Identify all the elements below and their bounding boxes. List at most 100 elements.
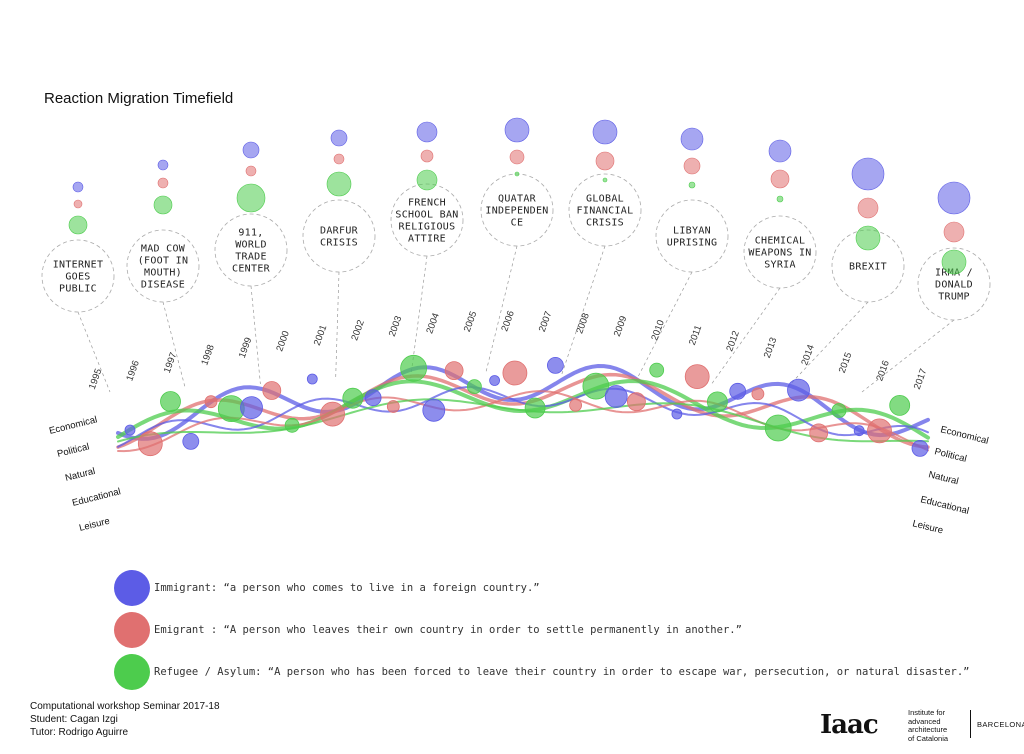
immigrant-node (124, 424, 136, 436)
year-label: 2003 (387, 315, 405, 339)
year-label: 2011 (687, 324, 704, 347)
immigrant-node (489, 375, 501, 386)
refugee-dot (941, 249, 967, 275)
immigrant-node (422, 398, 446, 422)
year-label: 1999 (237, 336, 255, 360)
immigrant-dot (157, 159, 169, 171)
immigrant-dot (504, 117, 530, 143)
emigrant-node (627, 392, 646, 412)
year-label: 2007 (537, 310, 555, 334)
emigrant-dot (509, 149, 525, 165)
event-label: FRENCH (408, 198, 446, 209)
event-label: GLOBAL (586, 194, 624, 205)
event-label: (FOOT IN (138, 256, 189, 267)
year-label: 2005 (462, 310, 480, 334)
immigrant-node (911, 439, 929, 457)
event-connector (711, 287, 781, 385)
event-connector (162, 301, 186, 389)
event-label: INTERNET (53, 260, 104, 271)
immigrant-swatch (114, 570, 150, 606)
emigrant-node (444, 361, 464, 381)
emigrant-node (684, 364, 710, 390)
emigrant-node (809, 423, 829, 443)
event-label: TRADE (235, 252, 267, 263)
refugee-node (831, 403, 847, 418)
event-label: CRISIS (320, 238, 358, 249)
category-label-right: Leisure (911, 518, 944, 536)
logo-institute: Institute for advanced architecture of C… (908, 708, 948, 743)
refugee-node (649, 362, 665, 378)
immigrant-node (182, 432, 200, 450)
logo-separator (970, 710, 971, 738)
emigrant-node (867, 418, 892, 444)
refugee-dot (236, 183, 266, 213)
refugee-node (160, 391, 181, 412)
immigrant-dot (768, 139, 792, 163)
refugee-dot (416, 169, 438, 191)
emigrant-node (262, 381, 282, 400)
immigrant-node (604, 385, 628, 408)
emigrant-node (386, 400, 400, 413)
refugee-dot (688, 181, 696, 189)
event-connector (250, 285, 261, 385)
immigrant-node (729, 382, 747, 400)
event-label: BREXIT (849, 262, 887, 273)
legend-refugee-text: Refugee / Asylum: “A person who has been… (154, 666, 970, 678)
event-connector (77, 311, 111, 393)
refugee-dot (514, 171, 520, 177)
year-label: 2002 (349, 319, 367, 343)
immigrant-node (364, 389, 382, 407)
emigrant-dot (770, 169, 790, 189)
emigrant-dot (157, 177, 169, 189)
refugee-dot (776, 195, 784, 203)
category-label-left: Political (56, 441, 90, 460)
event-label: 911, (238, 228, 263, 239)
refugee-node (466, 379, 482, 395)
emigrant-node (569, 398, 582, 412)
year-label: 1998 (199, 343, 217, 367)
event-label: RELIGIOUS (399, 222, 456, 233)
refugee-node (707, 391, 728, 413)
refugee-node (524, 397, 546, 419)
immigrant-dot (680, 127, 704, 151)
page-title: Reaction Migration Timefield (44, 90, 234, 107)
emigrant-swatch (114, 612, 150, 648)
logo-institute-line: advanced (908, 716, 941, 726)
refugee-dot (153, 195, 173, 215)
event-label: SCHOOL BAN (395, 210, 458, 221)
event-outline (917, 247, 991, 321)
category-label-right: Educational (919, 494, 970, 517)
refugee-node (764, 414, 792, 442)
emigrant-dot (245, 165, 257, 177)
footer-tutor: Tutor: Rodrigo Aguirre (30, 727, 129, 738)
immigrant-dot (330, 129, 348, 147)
event-label: CE (511, 218, 524, 229)
logo-institute-line: Institute for (908, 708, 946, 717)
emigrant-dot (857, 197, 879, 219)
event-connector (410, 255, 428, 377)
immigrant-node (787, 378, 810, 402)
refugee-dot (855, 225, 881, 251)
immigrant-dot (242, 141, 260, 159)
year-label: 2012 (724, 329, 742, 353)
event-label: FINANCIAL (577, 206, 634, 217)
immigrant-node (306, 373, 318, 385)
year-label: 2015 (837, 351, 855, 375)
year-label: 1997 (162, 351, 180, 375)
category-label-left: Economical (48, 414, 98, 437)
event-label: TRUMP (938, 292, 970, 303)
year-label: 1995 (87, 367, 105, 391)
year-label: 2014 (799, 343, 817, 367)
category-label-right: Natural (927, 469, 959, 487)
event-outline (655, 199, 729, 273)
emigrant-node (751, 387, 765, 401)
immigrant-dot (72, 181, 84, 193)
